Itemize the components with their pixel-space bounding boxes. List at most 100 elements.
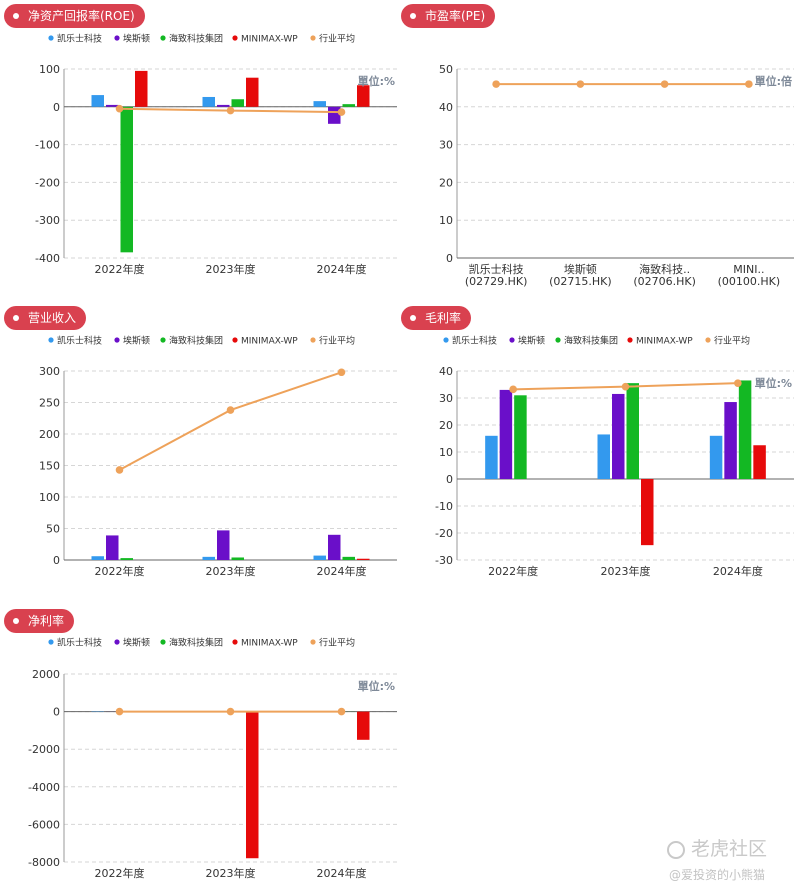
- gross-margin-title-pill: 毛利率: [401, 306, 472, 330]
- avg-point-rev-1: [115, 466, 124, 474]
- bar-roe-s4-c3: [357, 85, 370, 107]
- avg-point-roe-1: [115, 104, 124, 113]
- y-tick-label: -2000: [28, 743, 60, 756]
- y-tick-label: 30: [439, 392, 453, 405]
- bar-rev-s1-c2: [202, 556, 215, 560]
- bar-rev-s2-c2: [217, 530, 230, 560]
- pill-dot: [13, 618, 19, 624]
- unit-label: 單位:%: [755, 376, 792, 390]
- bar-gm-s2-c1: [499, 389, 513, 479]
- bar-rev-s2-c1: [106, 535, 119, 560]
- avg-point-npm-2: [226, 707, 235, 716]
- bar-gm-s4-c2: [641, 479, 654, 546]
- legend-label-4: MINIMAX-WP: [241, 337, 298, 347]
- bar-gm-s4-c3: [753, 445, 766, 479]
- legend-label-4: MINIMAX-WP: [636, 337, 693, 347]
- x-tick-label: (02706.HK): [633, 275, 696, 288]
- legend-label-3: 海致科技集团: [169, 335, 223, 347]
- legend-label-3: 海致科技集团: [169, 637, 223, 649]
- net-margin-chart-panel: 净利率 2000 0 -2000 -4000 -6000 -8000 2022年度 2023年…: [0, 605, 397, 892]
- pe-chart-svg: 50 40 30 20 10 0 凯乐士科技(02729.HK) 埃斯顿(02715.HK) 海…: [439, 63, 794, 288]
- legend-label-4: MINIMAX-WP: [241, 639, 298, 649]
- bar-rev-s1-c1: [91, 556, 104, 560]
- watermark-user: @爱投资的小熊猫: [669, 868, 766, 882]
- y-tick-label: -30: [435, 554, 453, 567]
- bar-gm-s2-c2: [612, 393, 625, 479]
- bar-rev-s3-c3: [342, 556, 355, 560]
- pill-dot: [410, 13, 416, 19]
- legend-marker-1: [443, 337, 449, 343]
- legend-marker-1: [48, 337, 54, 343]
- net-margin-title: 净利率: [28, 614, 65, 628]
- bar-roe-s3-c3: [342, 104, 355, 107]
- bar-roe-s1-c2: [202, 96, 215, 107]
- bar-roe-s1-c1: [91, 95, 104, 107]
- bar-rev-s3-c1: [120, 558, 133, 560]
- avg-point-npm-3: [337, 707, 346, 716]
- bar-roe-s1-c3: [313, 101, 326, 107]
- bar-gm-s3-c2: [626, 383, 639, 479]
- bar-rev-s1-c3: [313, 555, 326, 560]
- y-tick-label: 40: [439, 365, 453, 378]
- x-tick-label: 2023年度: [206, 262, 256, 276]
- bar-rev-s4-c3: [357, 558, 370, 560]
- bar-gm-s1-c2: [597, 434, 610, 479]
- pill-dot: [410, 315, 416, 321]
- roe-title-pill: 净资产回报率(ROE): [4, 4, 145, 28]
- pe-title: 市盈率(PE): [425, 9, 486, 23]
- avg-point-roe-2: [226, 106, 235, 115]
- bar-gm-s1-c1: [485, 435, 498, 479]
- legend-marker-4: [232, 639, 238, 645]
- y-tick-label: -300: [35, 214, 60, 227]
- y-tick-label: 150: [39, 460, 60, 473]
- x-tick-label: 2023年度: [601, 564, 651, 578]
- y-tick-label: 50: [439, 63, 453, 76]
- legend-marker-3: [160, 337, 166, 343]
- legend-label-5: 行业平均: [319, 33, 355, 45]
- legend-label-2: 埃斯顿: [123, 335, 150, 347]
- bar-gm-s3-c3: [738, 380, 752, 479]
- bar-rev-s2-c3: [328, 534, 341, 560]
- x-tick-label: MINI..: [733, 263, 764, 276]
- legend-label-3: 海致科技集团: [169, 33, 223, 45]
- x-tick-label: 2022年度: [488, 564, 538, 578]
- legend-label-5: 行业平均: [319, 637, 355, 649]
- legend-label-2: 埃斯顿: [123, 33, 150, 45]
- legend-label-1: 凯乐士科技: [452, 335, 497, 347]
- y-tick-label: 50: [46, 523, 60, 536]
- legend-marker-4: [627, 337, 633, 343]
- legend-marker-5: [310, 639, 316, 645]
- y-tick-label: -8000: [28, 856, 60, 869]
- legend-marker-3: [160, 639, 166, 645]
- bar-gm-s3-c1: [514, 395, 527, 479]
- bar-roe-s2-c3: [328, 106, 341, 124]
- gross-margin-chart-panel: 毛利率 40 30 20 10 0 -10 -20 -30 2022年度 2023年度 2024年度…: [397, 302, 794, 602]
- legend-label-1: 凯乐士科技: [57, 335, 102, 347]
- pe-avg-point-3: [660, 80, 669, 88]
- y-tick-label: -400: [35, 252, 60, 265]
- pill-dot: [13, 13, 19, 19]
- pe-title-pill: 市盈率(PE): [401, 4, 496, 28]
- watermark-brand: 老虎社区: [667, 834, 767, 861]
- y-tick-label: 0: [53, 554, 60, 567]
- x-tick-label: 2024年度: [317, 866, 367, 880]
- legend-marker-4: [232, 35, 238, 41]
- avg-line-rev: [119, 371, 342, 471]
- avg-point-npm-1: [115, 707, 124, 716]
- pe-avg-point-4: [745, 80, 753, 88]
- y-tick-label: -10: [435, 500, 453, 513]
- y-tick-label: 10: [439, 214, 453, 227]
- y-tick-label: -100: [35, 139, 60, 152]
- legend-label-5: 行业平均: [714, 335, 750, 347]
- x-tick-label: 海致科技..: [639, 262, 690, 276]
- x-tick-label: 2024年度: [317, 564, 367, 578]
- gross-margin-chart-svg: 40 30 20 10 0 -10 -20 -30 2022年度 2023年度 2024年度 單位:%…: [435, 335, 794, 578]
- x-tick-label: 凯乐士科技: [469, 262, 524, 276]
- y-tick-label: 0: [53, 101, 60, 114]
- x-tick-label: 2022年度: [95, 866, 145, 880]
- roe-chart-panel: 净资产回报率(ROE) 100 0 -100 -200 -300 -400 2022年度 20…: [0, 0, 397, 300]
- revenue-title-pill: 营业收入: [4, 306, 87, 330]
- y-tick-label: 300: [39, 365, 60, 378]
- avg-point-roe-3: [337, 108, 346, 116]
- pe-avg-point-2: [576, 80, 585, 88]
